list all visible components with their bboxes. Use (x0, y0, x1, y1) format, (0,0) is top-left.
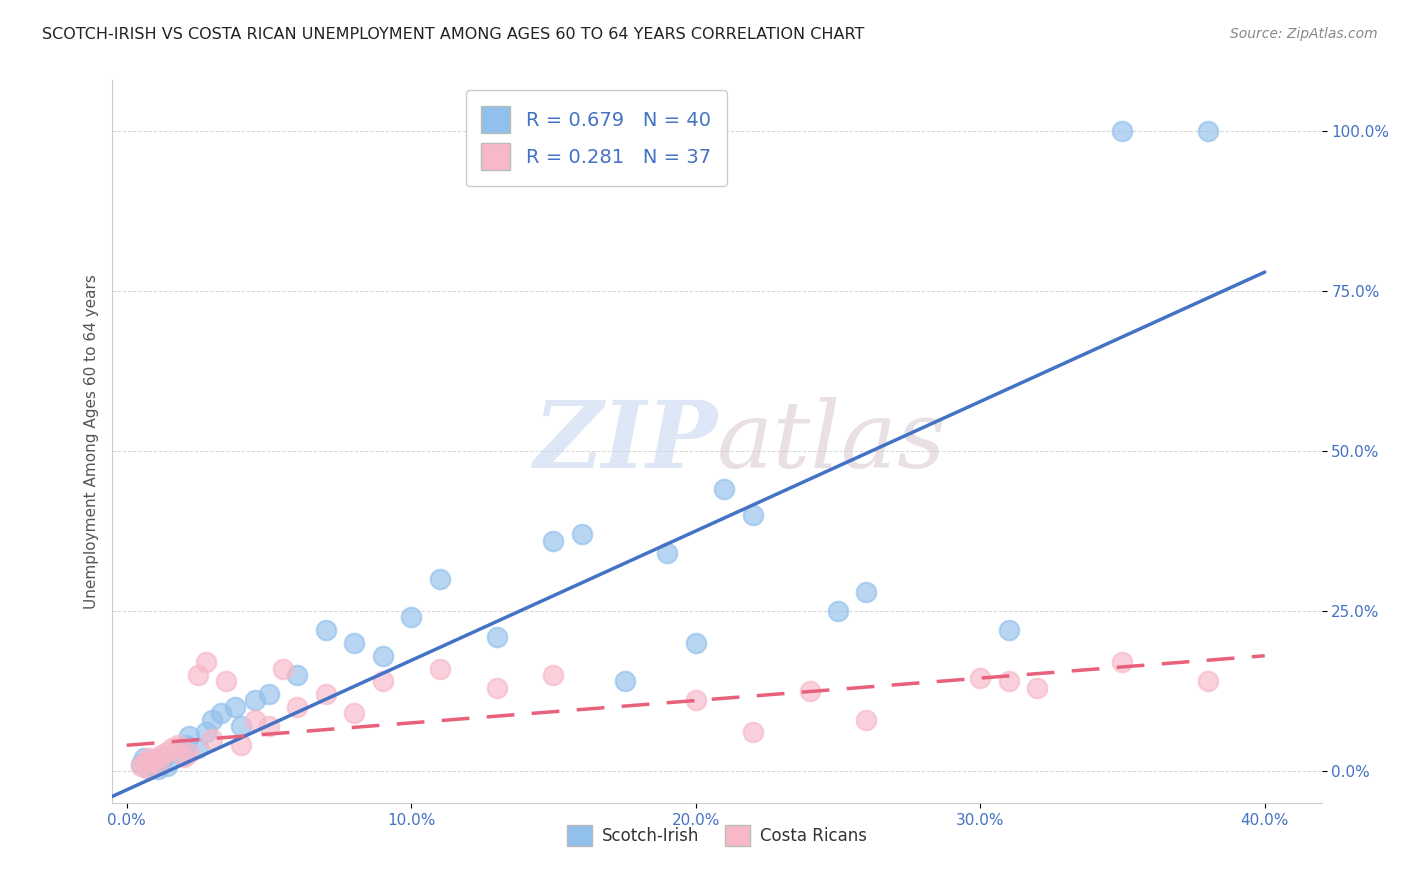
Point (141, 758, 163, 772)
Point (146, 762, 169, 776)
Point (257, 687, 280, 701)
Point (243, 693, 266, 707)
Point (371, 674, 394, 689)
Point (543, 668, 565, 682)
Point (141, 754, 163, 768)
Point (149, 747, 172, 762)
Point (187, 741, 209, 756)
Point (287, 699, 309, 714)
Point (195, 725, 218, 739)
Point (399, 610, 422, 624)
Point (571, 527, 593, 541)
Point (173, 749, 195, 764)
Point (160, 741, 183, 756)
Point (855, 584, 877, 599)
Legend: Scotch-Irish, Costa Ricans: Scotch-Irish, Costa Ricans (561, 819, 873, 852)
Point (315, 687, 337, 701)
Point (179, 746, 201, 760)
Point (685, 636, 707, 650)
Point (543, 533, 565, 548)
Point (657, 546, 679, 560)
Point (1026, 681, 1049, 695)
Point (997, 623, 1019, 637)
Point (143, 756, 166, 771)
Point (713, 483, 735, 497)
Point (969, 671, 991, 685)
Point (179, 729, 201, 743)
Point (271, 661, 294, 675)
Text: Source: ZipAtlas.com: Source: ZipAtlas.com (1230, 27, 1378, 41)
Point (176, 738, 198, 752)
Point (209, 706, 232, 721)
Text: atlas: atlas (717, 397, 946, 486)
Point (132, 756, 155, 771)
Point (1111, 124, 1133, 138)
Point (343, 706, 366, 721)
Point (173, 747, 195, 762)
Point (138, 754, 160, 768)
Point (855, 713, 877, 727)
Point (135, 761, 157, 775)
Point (799, 684, 821, 698)
Point (685, 693, 707, 707)
Point (195, 655, 218, 669)
Point (315, 623, 337, 637)
Text: SCOTCH-IRISH VS COSTA RICAN UNEMPLOYMENT AMONG AGES 60 TO 64 YEARS CORRELATION C: SCOTCH-IRISH VS COSTA RICAN UNEMPLOYMENT… (42, 27, 865, 42)
Point (187, 668, 209, 682)
Point (132, 751, 155, 765)
Point (343, 636, 366, 650)
Point (1111, 655, 1133, 669)
Point (997, 674, 1019, 689)
Point (429, 661, 451, 675)
Point (155, 759, 177, 773)
Point (152, 749, 174, 764)
Point (129, 757, 152, 772)
Point (371, 648, 394, 663)
Point (146, 757, 169, 772)
Y-axis label: Unemployment Among Ages 60 to 64 years: Unemployment Among Ages 60 to 64 years (83, 274, 98, 609)
Point (741, 725, 763, 739)
Point (149, 752, 172, 766)
Point (229, 719, 252, 733)
Point (1197, 674, 1219, 689)
Point (224, 699, 246, 714)
Point (167, 738, 190, 752)
Point (485, 630, 508, 644)
Point (138, 751, 160, 765)
Point (1197, 124, 1219, 138)
Point (201, 713, 224, 727)
Point (143, 752, 166, 766)
Point (613, 674, 636, 689)
Point (155, 745, 177, 759)
Point (229, 738, 252, 752)
Point (135, 761, 157, 775)
Point (243, 713, 266, 727)
Point (287, 668, 309, 682)
Point (485, 681, 508, 695)
Point (201, 731, 224, 746)
Point (741, 508, 763, 522)
Point (827, 604, 849, 618)
Point (215, 674, 238, 689)
Text: ZIP: ZIP (533, 397, 717, 486)
Point (257, 719, 280, 733)
Point (129, 758, 152, 772)
Point (429, 572, 451, 586)
